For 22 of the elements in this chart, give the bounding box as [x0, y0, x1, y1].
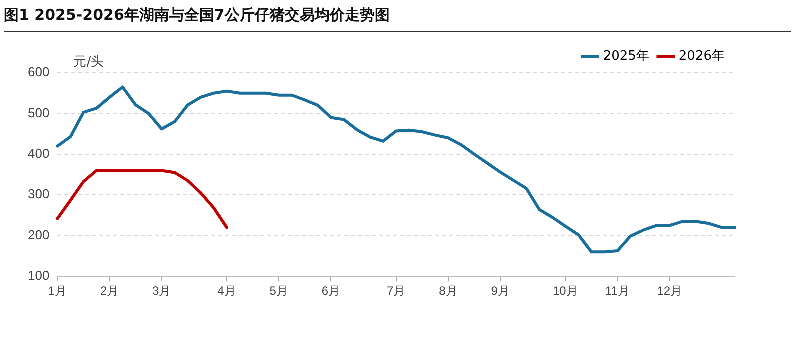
x-tick-label: 2月: [100, 284, 120, 298]
y-tick-label: 400: [28, 146, 50, 162]
y-tick-label: 500: [28, 105, 50, 120]
y-tick-label: 100: [28, 268, 50, 284]
x-tick-label: 4月: [218, 284, 236, 298]
x-tick-label: 1月: [48, 284, 68, 298]
legend-label: 2026年: [678, 48, 726, 64]
y-axis-title: 元/头: [74, 54, 104, 70]
legend-label: 2025年: [603, 48, 650, 64]
x-tick-label: 6月: [322, 284, 341, 298]
chart-title: 图1 2025-2026年湖南与全国7公斤仔猪交易均价走势图: [4, 6, 791, 32]
x-tick-label: 3月: [152, 284, 172, 298]
x-tick-label: 5月: [270, 284, 288, 298]
x-tick-label: 9月: [491, 284, 510, 298]
y-tick-label: 600: [28, 64, 50, 80]
x-tick-label: 10月: [552, 284, 578, 298]
x-tick-label: 11月: [606, 284, 630, 298]
y-tick-label: 200: [28, 227, 50, 242]
x-tick-label: 12月: [657, 284, 683, 298]
y-tick-label: 300: [28, 186, 50, 202]
x-tick-label: 7月: [387, 284, 406, 298]
x-tick-label: 8月: [439, 284, 458, 298]
